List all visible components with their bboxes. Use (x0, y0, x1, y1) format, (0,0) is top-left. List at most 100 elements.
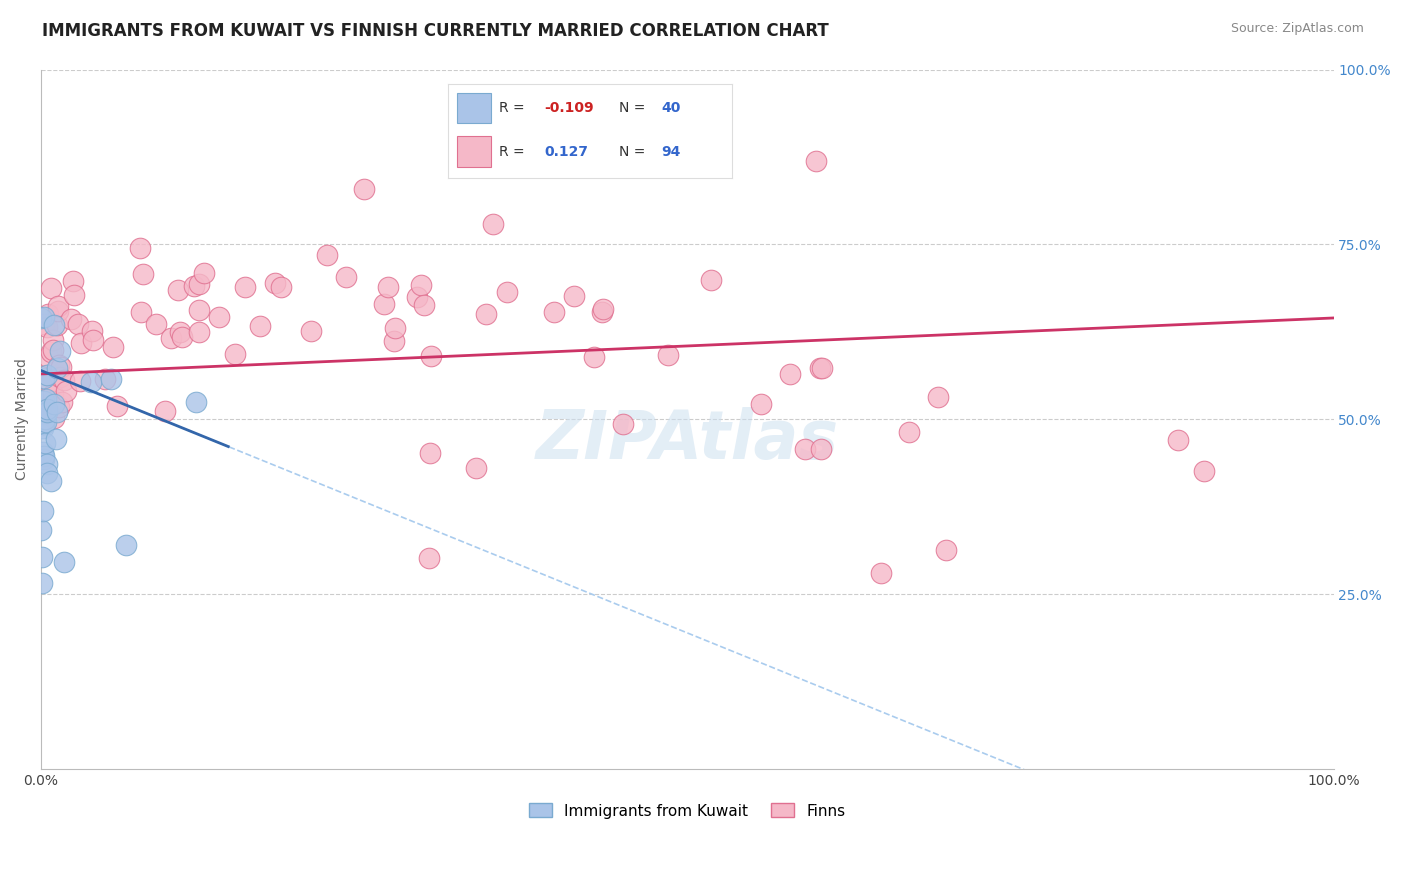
Point (37, 319, 59, 334)
Text: Source: ZipAtlas.com: Source: ZipAtlas.com (1230, 22, 1364, 36)
Point (30, 407, 52, 421)
Point (94, 372, 117, 386)
Point (32, 370, 55, 384)
Point (60, 312, 83, 326)
Point (496, 285, 519, 299)
Point (187, 277, 209, 291)
Point (41, 394, 63, 409)
Point (39, 345, 62, 359)
Point (48, 299, 70, 313)
Point (39, 281, 62, 295)
Point (45, 318, 67, 332)
Point (183, 279, 205, 293)
Point (299, 324, 322, 338)
Point (316, 247, 339, 261)
Point (32, 445, 55, 459)
Point (543, 305, 565, 319)
Point (32, 452, 55, 467)
Point (80, 375, 103, 389)
Point (166, 284, 188, 298)
Point (153, 404, 176, 418)
Point (409, 277, 432, 292)
Point (794, 442, 817, 456)
Point (898, 425, 921, 439)
Point (63, 288, 86, 302)
Point (46, 304, 69, 318)
Point (808, 360, 831, 375)
Point (377, 279, 399, 293)
Point (482, 217, 505, 231)
Point (52, 555, 75, 569)
Point (811, 360, 834, 375)
Point (32, 318, 55, 332)
Point (100, 372, 122, 386)
Point (49, 370, 72, 384)
Point (582, 350, 605, 364)
Point (51, 395, 73, 409)
Point (49, 344, 72, 359)
Point (35, 405, 58, 419)
Point (44, 411, 66, 425)
Point (169, 325, 191, 339)
Point (45, 432, 67, 446)
Point (128, 241, 150, 255)
Point (132, 268, 155, 282)
Point (34, 436, 56, 450)
Point (145, 317, 167, 331)
Text: IMMIGRANTS FROM KUWAIT VS FINNISH CURRENTLY MARRIED CORRELATION CHART: IMMIGRANTS FROM KUWAIT VS FINNISH CURREN… (42, 22, 830, 40)
Point (30, 311, 52, 326)
Point (82, 333, 104, 347)
Point (562, 289, 585, 303)
Point (45, 361, 67, 376)
Point (188, 325, 211, 339)
Point (32, 406, 55, 420)
Point (55, 384, 77, 398)
Point (159, 331, 181, 345)
Point (32, 310, 55, 324)
Point (37, 307, 59, 321)
Point (62, 275, 84, 289)
Point (34, 402, 56, 417)
Text: ZIPAtlas: ZIPAtlas (536, 408, 839, 474)
Point (44, 318, 66, 332)
Point (48, 358, 70, 372)
Point (31, 550, 53, 565)
Point (592, 305, 614, 319)
Point (935, 543, 957, 558)
Point (207, 310, 229, 324)
Point (35, 392, 58, 407)
Point (37, 350, 59, 364)
Point (233, 279, 256, 293)
Point (42, 343, 65, 357)
Point (35, 402, 58, 417)
Point (48, 400, 70, 414)
Point (31, 575, 53, 590)
Point (1167, 433, 1189, 447)
Point (384, 321, 406, 335)
Point (224, 346, 246, 360)
Point (193, 266, 215, 280)
Point (373, 297, 395, 311)
Point (105, 400, 128, 414)
Point (53, 373, 76, 387)
Point (870, 566, 893, 581)
Point (612, 417, 634, 431)
Point (32, 449, 55, 463)
Point (32, 394, 55, 409)
Point (184, 395, 207, 409)
Point (115, 538, 138, 552)
Point (419, 349, 441, 363)
Point (927, 390, 949, 404)
Point (49, 360, 72, 375)
Point (413, 298, 436, 312)
Point (34, 417, 56, 432)
Legend: Immigrants from Kuwait, Finns: Immigrants from Kuwait, Finns (523, 797, 852, 824)
Point (34, 415, 56, 429)
Point (779, 367, 801, 381)
Point (39, 474, 62, 488)
Point (82, 324, 104, 338)
Point (66, 318, 89, 332)
Point (353, 181, 375, 195)
Point (42, 386, 65, 401)
Point (35, 403, 58, 417)
